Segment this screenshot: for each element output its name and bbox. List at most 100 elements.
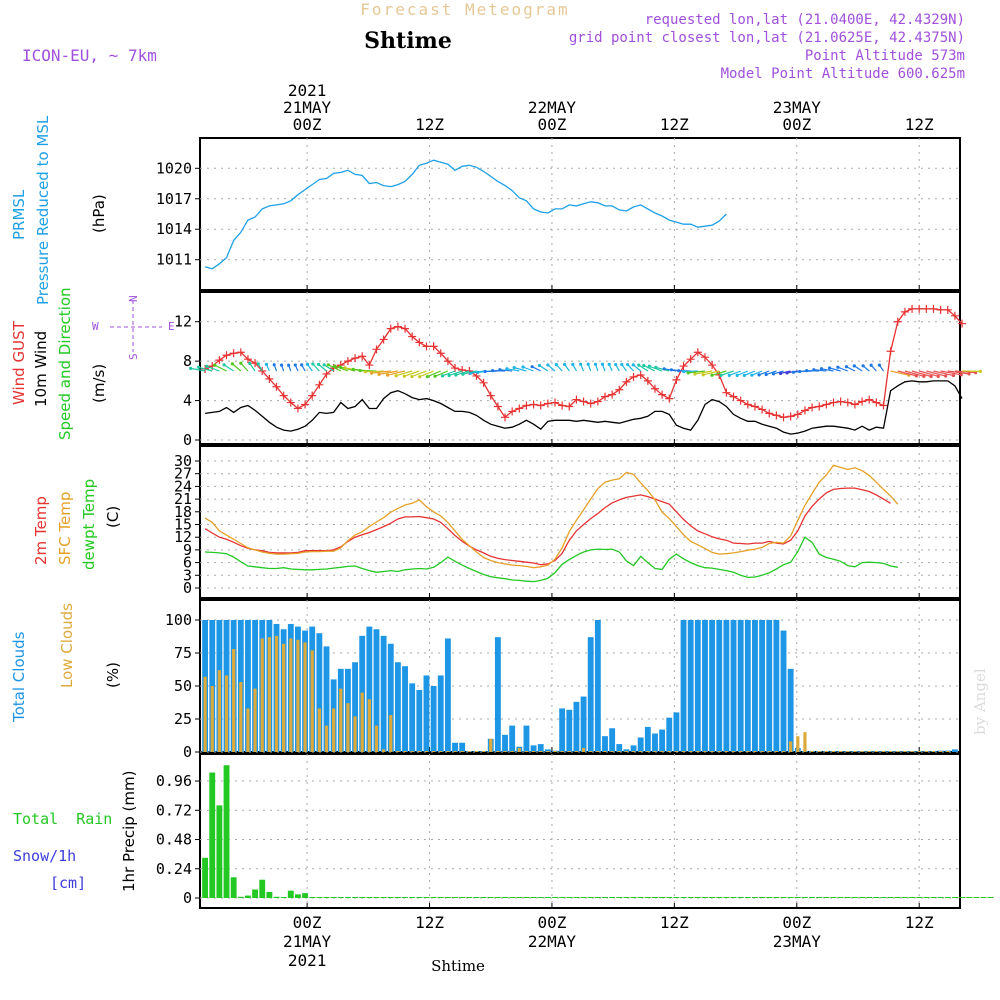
gust-point — [415, 338, 424, 347]
bar-total-rain — [909, 897, 915, 898]
bar-total-rain — [280, 897, 287, 898]
precip-axis-label: 1hr Precip (mm) — [120, 771, 138, 892]
bar-total-clouds — [587, 637, 594, 752]
wind-arrow — [940, 370, 962, 376]
wind-arrow — [744, 370, 756, 376]
gust-point — [822, 400, 831, 409]
wind-arrow-head — [750, 373, 754, 377]
bar-low-clouds — [510, 751, 514, 752]
wind-arrow-head — [951, 373, 956, 378]
requested-coords: requested lon,lat (21.0400E, 42.4329N) — [645, 12, 965, 28]
bar-total-rain — [816, 897, 823, 898]
wind-arrow — [427, 370, 441, 378]
bar-total-clouds — [380, 635, 387, 752]
wind-arrow-head — [333, 364, 337, 368]
bar-low-clouds — [774, 751, 778, 752]
bar-total-rain — [694, 897, 701, 898]
wind-arrow-head — [256, 362, 260, 366]
bar-total-clouds — [394, 662, 401, 752]
wind-arrow — [919, 370, 939, 377]
gust-point — [222, 351, 231, 360]
bar-total-clouds — [787, 668, 794, 752]
bar-total-clouds — [423, 675, 430, 752]
bar-total-rain — [723, 897, 730, 898]
gust-point — [758, 405, 767, 414]
series-dewpt-temp — [205, 536, 898, 583]
bar-total-clouds — [573, 701, 580, 752]
wind-arrow — [821, 368, 834, 372]
bar-low-clouds — [296, 639, 300, 752]
bar-low-clouds — [424, 751, 429, 752]
gust-point — [779, 413, 788, 422]
top-time-label: 23MAY — [773, 98, 822, 117]
bar-total-clouds — [709, 620, 716, 752]
clouds-ytick-label: 100 — [165, 611, 192, 629]
bar-total-rain — [609, 897, 616, 898]
gust-point — [629, 372, 638, 381]
top-time-label: 00Z — [782, 115, 811, 134]
clouds-ytick-label: 0 — [183, 743, 192, 761]
bar-total-rain — [487, 897, 494, 898]
wind-arrow-head — [279, 363, 284, 367]
bar-low-clouds — [646, 751, 650, 752]
wind-arrow — [688, 370, 706, 374]
gust-point — [522, 401, 531, 410]
gust-point — [372, 345, 381, 354]
bar-total-rain — [273, 896, 280, 898]
bar-total-clouds — [659, 729, 666, 752]
top-time-label: 12Z — [415, 115, 444, 134]
gust-point — [536, 401, 545, 410]
wind-arrow-head — [322, 363, 326, 367]
wind-arrow — [751, 370, 763, 376]
gust-point — [786, 412, 795, 421]
bar-low-clouds — [939, 751, 943, 752]
wind-arrow-head — [662, 367, 666, 371]
precipitation-ytick-label: 0.48 — [156, 831, 192, 849]
bar-total-clouds — [644, 726, 651, 752]
bar-total-rain — [823, 897, 830, 898]
bar-total-clouds — [730, 620, 737, 752]
wind-arrow — [897, 370, 917, 377]
wind-arrow-head — [682, 370, 686, 374]
gust-point — [272, 382, 281, 391]
bar-low-clouds — [467, 751, 471, 752]
temperature-ytick-label: 30 — [174, 452, 192, 470]
wind-arrow — [890, 370, 909, 376]
temperature-ytick-label: 15 — [174, 516, 192, 534]
bar-total-clouds — [694, 620, 701, 752]
bar-total-rain — [716, 897, 723, 898]
wind-ytick-label: 12 — [174, 313, 192, 331]
bar-low-clouds — [339, 688, 343, 752]
wind-arrow-head — [578, 362, 583, 366]
wind-arrow-head — [239, 361, 243, 365]
bar-low-clouds — [524, 751, 529, 752]
wind-arrow — [773, 370, 784, 375]
bar-total-clouds — [716, 620, 723, 752]
wind-arrow — [214, 364, 227, 372]
wind-arrow-head — [785, 371, 789, 375]
bar-low-clouds — [889, 751, 893, 752]
bottom-time-label: 21MAY — [283, 932, 332, 951]
wind-arrow-head — [491, 369, 495, 373]
wind-arrow-head — [805, 369, 809, 373]
precipitation-ytick-label: 0.96 — [156, 772, 192, 790]
bar-total-rain — [623, 897, 630, 898]
precipitation-ytick-label: 0.72 — [156, 801, 192, 819]
wind-arrow — [323, 364, 334, 372]
wind-arrow-head — [571, 362, 575, 366]
bar-total-clouds — [594, 620, 601, 752]
bar-total-rain — [637, 897, 644, 898]
wind-arrow-head — [554, 363, 558, 367]
gust-point — [243, 355, 252, 364]
bar-total-rain — [673, 897, 680, 898]
wind-arrow-head — [967, 372, 971, 376]
bar-total-rain — [709, 897, 716, 898]
wind-arrow-head — [978, 369, 983, 373]
bar-total-rain — [509, 897, 516, 898]
bar-total-clouds — [509, 725, 516, 752]
bar-low-clouds — [931, 751, 936, 752]
wind-arrow-head — [642, 363, 646, 368]
bar-low-clouds — [710, 751, 714, 752]
bar-total-clouds — [773, 620, 780, 752]
bar-low-clouds — [881, 751, 886, 752]
